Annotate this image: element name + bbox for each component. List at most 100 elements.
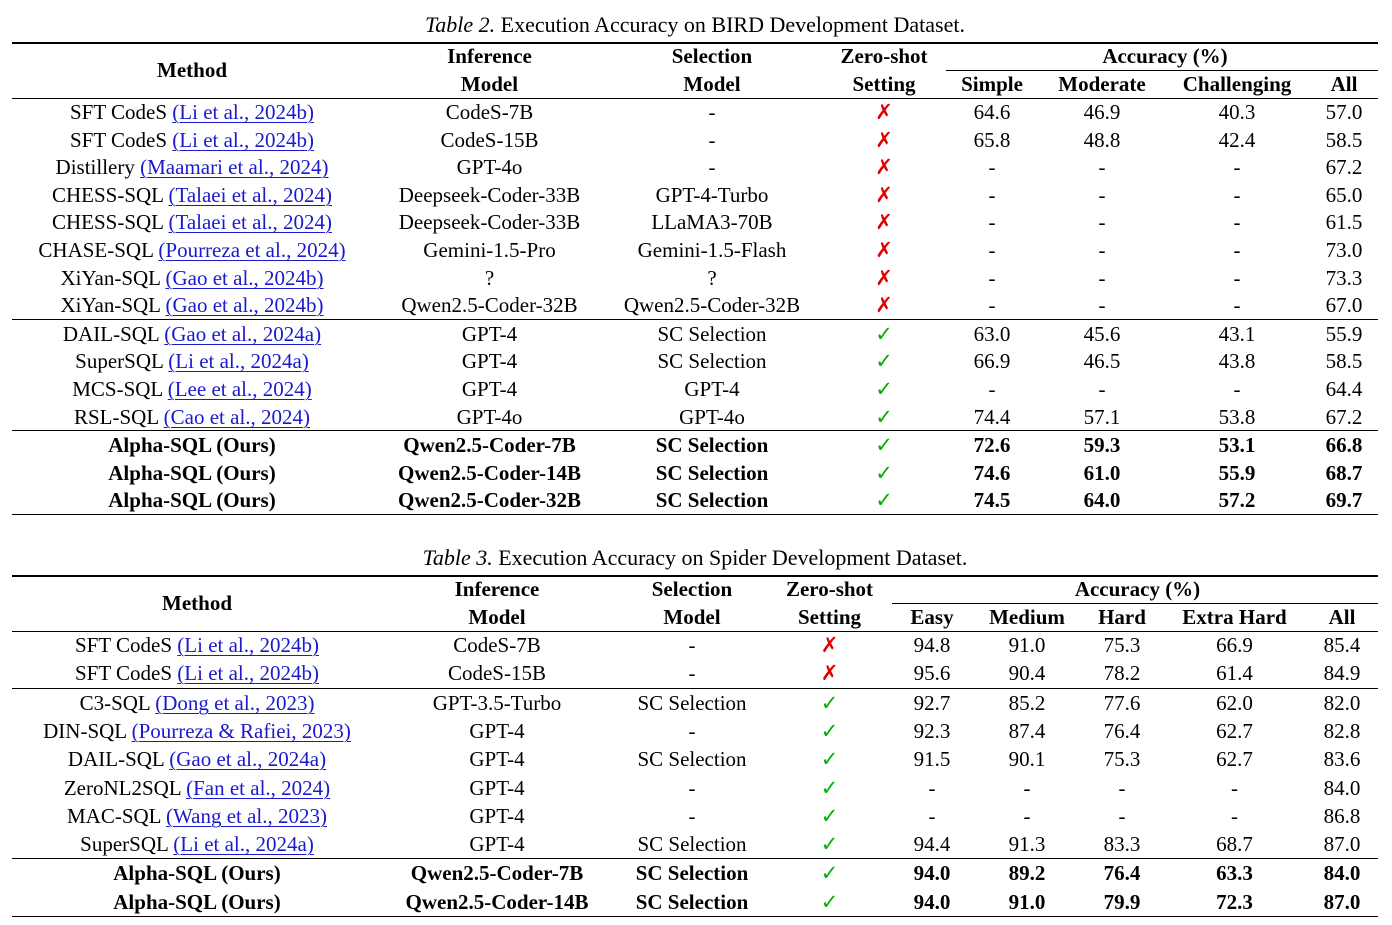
table-row: RSL-SQL (Cao et al., 2024) GPT-4o GPT-4o ✓ 7… [12, 403, 1378, 431]
citation-link[interactable]: (Maamari et al., 2024) [140, 155, 329, 179]
method-cell: SFT CodeS (Li et al., 2024b) [12, 659, 382, 687]
header-selection-1: Selection [651, 577, 733, 601]
zero-shot-cell: ✗ [824, 153, 944, 181]
citation-link[interactable]: (Li et al., 2024b) [177, 633, 320, 657]
header-row-1: Method Inference Selection Zero-shot Acc… [12, 575, 1378, 615]
cross-mark-icon: ✗ [875, 100, 893, 124]
cross-mark-icon: ✗ [875, 293, 893, 317]
table-row: CHESS-SQL (Talaei et al., 2024) Deepseek-… [12, 181, 1378, 209]
citation-link[interactable]: (Gao et al., 2024b) [165, 293, 324, 317]
accuracy-cell: 91.0 [1008, 890, 1046, 914]
top-rule [12, 42, 1378, 44]
group-rule [12, 688, 1378, 689]
bottom-rule [12, 514, 1378, 515]
inference-model-cell: Qwen2.5-Coder-32B [398, 488, 581, 512]
accuracy-cell: - [1231, 804, 1238, 828]
citation-link[interactable]: (Pourreza et al., 2024) [158, 238, 346, 262]
check-mark-icon: ✓ [820, 691, 839, 715]
method-name: DAIL-SQL [67, 747, 164, 771]
accuracy-cell: 84.9 [1323, 661, 1361, 685]
accuracy-cell: 59.3 [1083, 433, 1121, 457]
table-row: ZeroNL2SQL (Fan et al., 2024) GPT-4 - ✓ - - - -… [12, 774, 1378, 802]
accuracy-cell: 90.1 [1008, 747, 1046, 771]
accuracy-cell: 68.7 [1325, 461, 1363, 485]
selection-model-cell: - [708, 128, 716, 152]
citation-link[interactable]: (Talaei et al., 2024) [168, 210, 333, 234]
accuracy-cell: 58.5 [1325, 128, 1363, 152]
accuracy-cell: 55.9 [1325, 322, 1363, 346]
header-method: Method [162, 591, 232, 615]
zero-shot-cell: ✓ [772, 745, 887, 773]
citation-link[interactable]: (Li et al., 2024a) [168, 349, 309, 373]
zero-shot-cell: ✗ [824, 291, 944, 319]
citation-link[interactable]: (Cao et al., 2024) [163, 405, 311, 429]
table-row: SFT CodeS (Li et al., 2024b) CodeS-15B - ✗ 9… [12, 659, 1378, 687]
accuracy-cell: 48.8 [1083, 128, 1121, 152]
cross-mark-icon: ✗ [875, 210, 893, 234]
table-row: CHESS-SQL (Talaei et al., 2024) Deepseek-… [12, 208, 1378, 236]
header-selection-1: Selection [671, 44, 753, 68]
method-name: XiYan-SQL [60, 293, 161, 317]
accuracy-cell: 94.0 [913, 890, 951, 914]
accuracy-cell: - [1233, 293, 1241, 317]
citation-link[interactable]: (Wang et al., 2023) [165, 804, 327, 828]
table-row: Alpha-SQL (Ours) Qwen2.5-Coder-32B SC Sele… [12, 486, 1378, 514]
method-name: Alpha-SQL (Ours) [113, 861, 281, 885]
check-mark-icon: ✓ [820, 804, 839, 828]
header-row-1: Method Inference Selection Zero-shot Acc… [12, 42, 1378, 82]
zero-shot-cell: ✓ [772, 774, 887, 802]
check-mark-icon: ✓ [875, 377, 893, 401]
accuracy-cell: 78.2 [1103, 661, 1141, 685]
selection-model-cell: SC Selection [637, 691, 747, 715]
accuracy-cell: 74.4 [973, 405, 1011, 429]
citation-link[interactable]: (Fan et al., 2024) [186, 776, 331, 800]
citation-link[interactable]: (Pourreza & Rafiei, 2023) [131, 719, 351, 743]
citation-link[interactable]: (Gao et al., 2024a) [169, 747, 327, 771]
citation-link[interactable]: (Li et al., 2024b) [172, 128, 315, 152]
method-name: SFT CodeS [74, 633, 173, 657]
table-row: CHASE-SQL (Pourreza et al., 2024) Gemini-… [12, 236, 1378, 264]
method-name: Alpha-SQL (Ours) [108, 488, 276, 512]
inference-model-cell: Qwen2.5-Coder-7B [403, 433, 576, 457]
zero-shot-cell: ✓ [824, 431, 944, 459]
method-cell: SuperSQL (Li et al., 2024a) [12, 830, 382, 858]
selection-model-cell: Qwen2.5-Coder-32B [623, 293, 801, 317]
citation-link[interactable]: (Li et al., 2024b) [177, 661, 320, 685]
accuracy-cell: - [1231, 776, 1238, 800]
method-cell: DAIL-SQL (Gao et al., 2024a) [12, 320, 372, 348]
accuracy-cell: 62.7 [1216, 719, 1253, 743]
table-2-caption-number: Table 2. [425, 12, 496, 37]
accuracy-cell: 55.9 [1218, 461, 1256, 485]
citation-link[interactable]: (Gao et al., 2024b) [165, 266, 324, 290]
accuracy-cell: 83.6 [1323, 747, 1361, 771]
accuracy-cell: 91.3 [1008, 832, 1046, 856]
citation-link[interactable]: (Talaei et al., 2024) [168, 183, 333, 207]
cross-mark-icon: ✗ [875, 238, 893, 262]
selection-model-cell: SC Selection [637, 747, 747, 771]
accuracy-cell: - [1023, 804, 1031, 828]
cross-mark-icon: ✗ [875, 183, 893, 207]
accuracy-cell: 73.0 [1325, 238, 1363, 262]
check-mark-icon: ✓ [820, 719, 839, 743]
accuracy-cell: 57.0 [1325, 100, 1363, 124]
method-cell: MCS-SQL (Lee et al., 2024) [12, 375, 372, 403]
cross-mark-icon: ✗ [875, 128, 893, 152]
accuracy-cell: - [988, 293, 996, 317]
method-name: ZeroNL2SQL [63, 776, 181, 800]
accuracy-cell: 65.0 [1325, 183, 1363, 207]
accuracy-cell: 89.2 [1008, 861, 1046, 885]
zero-shot-cell: ✓ [824, 403, 944, 431]
accuracy-cell: 94.4 [913, 832, 951, 856]
cross-mark-icon: ✗ [875, 155, 893, 179]
citation-link[interactable]: (Li et al., 2024b) [172, 100, 315, 124]
method-cell: RSL-SQL (Cao et al., 2024) [12, 403, 372, 431]
table-3: Table 3. Execution Accuracy on Spider De… [12, 545, 1378, 920]
citation-link[interactable]: (Lee et al., 2024) [167, 377, 312, 401]
citation-link[interactable]: (Gao et al., 2024a) [164, 322, 322, 346]
method-cell: XiYan-SQL (Gao et al., 2024b) [12, 291, 372, 319]
method-name: Distillery [55, 155, 135, 179]
citation-link[interactable]: (Li et al., 2024a) [173, 832, 314, 856]
zero-shot-cell: ✓ [824, 375, 944, 403]
citation-link[interactable]: (Dong et al., 2023) [155, 691, 315, 715]
accuracy-cell: - [1098, 183, 1106, 207]
